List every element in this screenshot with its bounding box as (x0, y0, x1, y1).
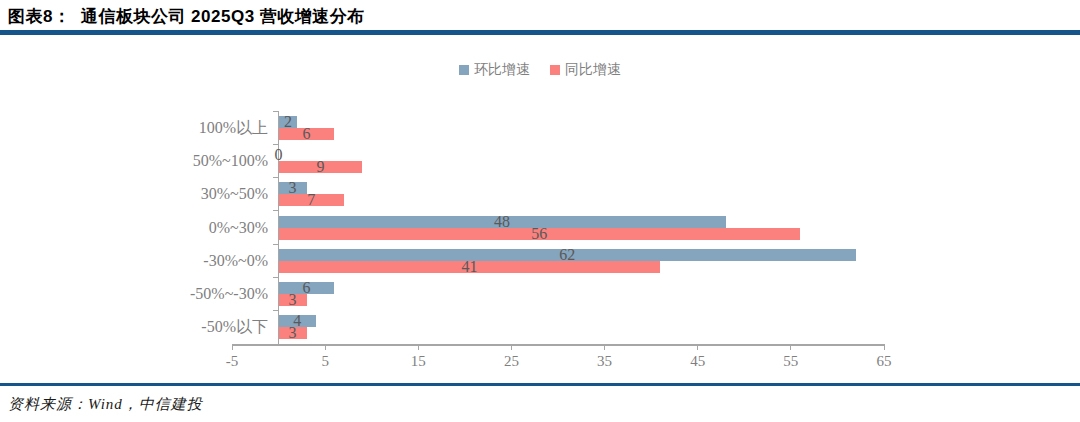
x-axis-tick-label: 5 (305, 353, 345, 370)
x-axis-tick (884, 344, 885, 350)
category-label: 30%~50% (0, 184, 268, 204)
bar-value-label: 9 (300, 157, 340, 177)
bar-value-label: 6 (287, 124, 327, 144)
bar-value-label: 3 (273, 323, 313, 343)
category-label: 0%~30% (0, 218, 268, 238)
category-label: 50%~100% (0, 151, 268, 171)
x-axis-tick-label: 25 (491, 353, 531, 370)
category-label: -30%~0% (0, 251, 268, 271)
x-axis-tick (418, 344, 419, 350)
x-axis-tick (511, 344, 512, 350)
y-axis-tick (273, 344, 279, 345)
bar-chart: -5 5 15 25 35 45 55 65 100%以上 50%~100% 30%~50% 0%~3… (0, 0, 1080, 422)
x-axis-tick-label: 65 (864, 353, 904, 370)
x-axis-tick (325, 344, 326, 350)
source-note: 资料来源：Wind，中信建投 (8, 395, 203, 414)
x-axis-tick (790, 344, 791, 350)
y-axis-tick (273, 210, 279, 211)
bar-value-label: 7 (291, 190, 331, 210)
x-axis-line (232, 344, 884, 346)
bar-value-label: 3 (273, 290, 313, 310)
x-axis-tick-label: 45 (678, 353, 718, 370)
bar-value-label: 56 (519, 224, 559, 244)
x-axis-tick (604, 344, 605, 350)
x-axis-tick (697, 344, 698, 350)
category-label: 100%以上 (0, 118, 268, 138)
y-axis-tick (273, 277, 279, 278)
x-axis-tick-label: 35 (585, 353, 625, 370)
x-axis-tick-label: -5 (212, 353, 252, 370)
category-label: -50%以下 (0, 317, 268, 337)
x-axis-tick (232, 344, 233, 350)
category-label: -50%~-30% (0, 284, 268, 304)
x-axis-tick-label: 15 (398, 353, 438, 370)
x-axis-tick-label: 55 (771, 353, 811, 370)
footer-rule (0, 383, 1080, 386)
y-axis-tick (273, 244, 279, 245)
bar-value-label: 41 (450, 257, 490, 277)
